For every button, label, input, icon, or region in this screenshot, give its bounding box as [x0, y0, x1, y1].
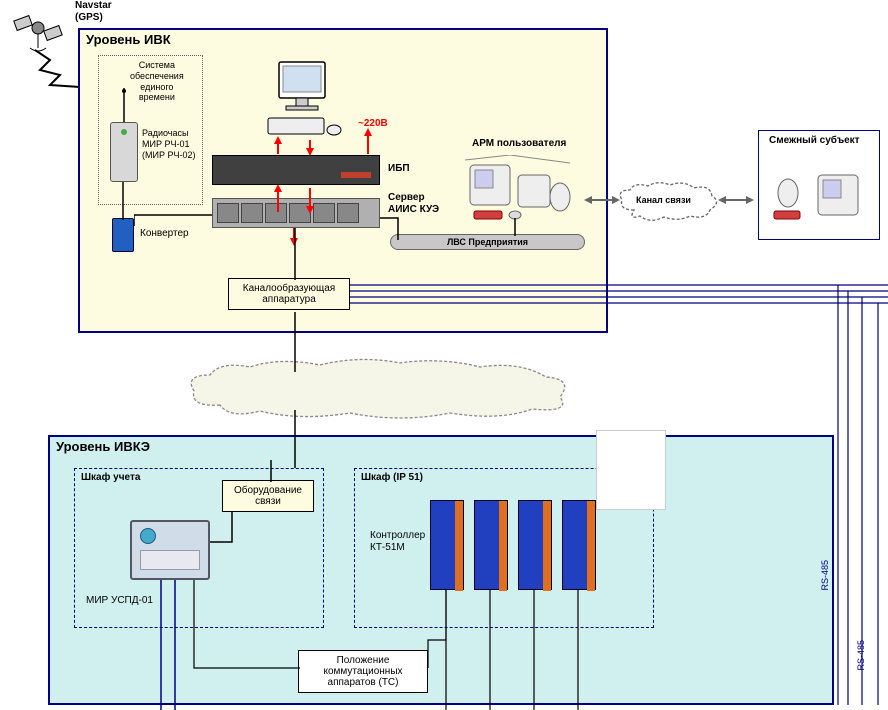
radioclock-device: [110, 122, 138, 182]
radioclock-label: Радиочасы МИР РЧ-01 (МИР РЧ-02): [142, 128, 195, 160]
server-label: Сервер АИИС КУЭ: [388, 192, 439, 216]
controller-2: [474, 500, 508, 590]
voltage-arrow: [360, 128, 376, 156]
link-commeq-uspd: [196, 512, 236, 552]
link-server-lan: [378, 216, 402, 242]
link-to-commeq: [266, 460, 276, 482]
arm-workstation-icon: [460, 155, 580, 225]
link-cloud-ivke: [290, 410, 300, 470]
controller-1: [430, 500, 464, 590]
rs485-label-2: RS-485: [856, 640, 866, 671]
converter-label: Конвертер: [140, 228, 189, 240]
ivke-title: Уровень ИВКЭ: [56, 439, 150, 454]
link-server-chaneq: [290, 228, 300, 280]
chaneq-right-lines: [350, 282, 888, 312]
big-cloud: [180, 355, 580, 425]
lan-bar: ЛВС Предприятия: [390, 234, 585, 250]
navstar-label: Navstar (GPS): [75, 0, 112, 24]
radioclock-antenna: [118, 88, 138, 124]
cabinet-ip-label: Шкаф (IP 51): [361, 472, 423, 484]
arm-label: АРМ пользователя: [472, 138, 566, 150]
ivk-title: Уровень ИВК: [86, 32, 171, 47]
arrow-lan-cloud: [584, 192, 620, 208]
pc-monitor-icon: [264, 60, 344, 140]
uspd-label: МИР УСПД-01: [86, 595, 153, 607]
channel-eq-box: Каналообразующая аппаратура: [228, 278, 350, 310]
red-arrows: [270, 136, 330, 246]
adjacent-workstation-icon: [770, 165, 870, 229]
uspd-down-lines: [155, 580, 185, 710]
controller-lines-down: [440, 590, 600, 710]
comm-eq-label: Оборудование связи: [234, 485, 302, 507]
comm-eq-box: Оборудование связи: [222, 480, 314, 512]
ups-label: ИБП: [388, 163, 410, 175]
wire-converter-server: [134, 206, 214, 226]
time-system-label: Система обеспечения единого времени: [130, 60, 184, 103]
controller-4: [562, 500, 596, 590]
link-switchpos: [190, 580, 450, 680]
page-artifact: [596, 430, 666, 510]
channel-eq-label: Каналообразующая аппаратура: [243, 283, 335, 305]
arrow-cloud-adj: [718, 192, 754, 208]
wire-clock-converter: [118, 182, 128, 220]
converter-device: [112, 218, 134, 252]
link-arm-lan: [510, 218, 520, 236]
controller-label: Контроллер КТ-51М: [370, 530, 425, 554]
comm-channel-label: Канал связи: [636, 195, 691, 206]
rs485-label-1: RS-485: [820, 560, 830, 591]
adjacent-label: Смежный субъект: [769, 135, 860, 147]
link-chaneq-cloud: [290, 312, 300, 372]
controller-3: [518, 500, 552, 590]
cabinet-label: Шкаф учета: [81, 472, 140, 484]
